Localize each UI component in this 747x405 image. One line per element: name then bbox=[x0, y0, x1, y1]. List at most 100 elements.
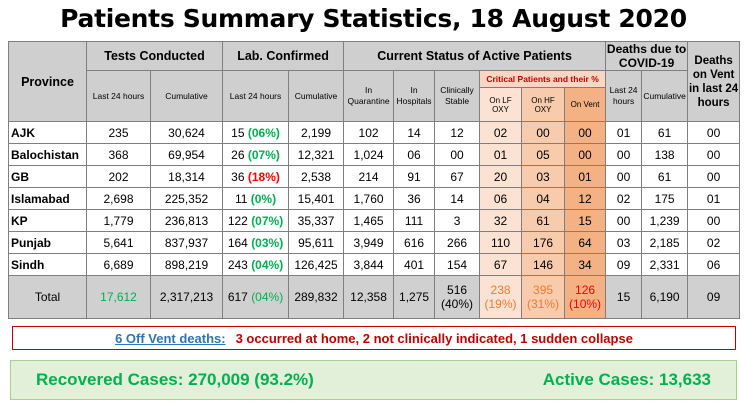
cell-on-vent: 12 bbox=[564, 187, 607, 210]
cell-lab-24: 164 (03%) bbox=[222, 231, 290, 254]
table-row: KP 1,779 236,813 122 (07%) 35,337 1,465 111 3 32… bbox=[8, 209, 741, 232]
table-row: Sindh 6,689 898,219 243 (04%) 126,425 3,844 40… bbox=[8, 252, 741, 277]
summary-bar: Recovered Cases: 270,009 (93.2%) Active … bbox=[10, 360, 737, 400]
cell-stable: 12 bbox=[434, 121, 481, 144]
header-tests-last24: Last 24 hours bbox=[86, 70, 151, 122]
cell-lab-24: 36 (18%) bbox=[222, 165, 290, 188]
cell-hospitals: 36 bbox=[393, 187, 436, 210]
cell-on-vent: 34 bbox=[564, 252, 607, 277]
off-vent-deaths-link[interactable]: 6 Off Vent deaths: bbox=[115, 330, 226, 346]
header-on-hf-oxy: On HF OXY bbox=[521, 87, 566, 122]
recovered-cases: Recovered Cases: 270,009 (93.2%) bbox=[36, 370, 314, 389]
cell-lab-24: 122 (07%) bbox=[222, 209, 290, 232]
cell-tests-cum: 225,352 bbox=[149, 187, 224, 210]
cell-lf-oxy: 110 bbox=[479, 231, 523, 254]
cell-province: Sindh bbox=[8, 252, 87, 277]
cell-deaths-cum: 1,239 bbox=[641, 209, 689, 232]
total-deaths-cum: 6,190 bbox=[641, 275, 689, 319]
cell-quarantine: 3,844 bbox=[343, 252, 395, 277]
header-deaths-on-vent: Deaths on Vent in last 24 hours bbox=[687, 41, 741, 122]
cell-hf-oxy: 05 bbox=[521, 143, 566, 166]
cell-hf-oxy: 176 bbox=[521, 231, 566, 254]
cell-lf-oxy: 02 bbox=[479, 121, 523, 144]
total-deaths-24: 15 bbox=[605, 275, 643, 319]
total-tests-24: 17,612 bbox=[86, 275, 151, 319]
cell-province: GB bbox=[8, 165, 87, 188]
off-vent-deaths-text: 3 occurred at home, 2 not clinically ind… bbox=[235, 330, 633, 346]
cell-quarantine: 214 bbox=[343, 165, 395, 188]
cell-deaths-vent: 00 bbox=[687, 165, 741, 188]
cell-deaths-cum: 61 bbox=[641, 165, 689, 188]
header-tests-conducted: Tests Conducted bbox=[85, 41, 224, 71]
cell-lf-oxy: 01 bbox=[479, 143, 523, 166]
total-row: Total 17,612 2,317,213 617 (04%) 289,832… bbox=[8, 275, 741, 319]
header-lab-cumulative: Cumulative bbox=[288, 70, 345, 122]
table-row: Punjab 5,641 837,937 164 (03%) 95,611 3,949 61… bbox=[8, 231, 741, 254]
cell-deaths-24: 00 bbox=[605, 143, 643, 166]
cell-on-vent: 15 bbox=[564, 209, 607, 232]
total-deaths-vent: 09 bbox=[687, 275, 741, 319]
cell-province: AJK bbox=[8, 121, 87, 144]
header-province: Province bbox=[8, 41, 87, 122]
cell-hospitals: 616 bbox=[393, 231, 436, 254]
cell-quarantine: 3,949 bbox=[343, 231, 395, 254]
header-lab-last24: Last 24 hours bbox=[222, 70, 290, 122]
cell-tests-cum: 69,954 bbox=[149, 143, 224, 166]
total-label: Total bbox=[8, 275, 87, 319]
cell-deaths-vent: 00 bbox=[687, 143, 741, 166]
header-deaths: Deaths due to COVID-19 bbox=[605, 41, 689, 71]
cell-lab-24: 26 (07%) bbox=[222, 143, 290, 166]
table-row: Islamabad 2,698 225,352 11 (0%) 15,401 1,760 3… bbox=[8, 187, 741, 210]
cell-deaths-vent: 01 bbox=[687, 187, 741, 210]
cell-province: Balochistan bbox=[8, 143, 87, 166]
cell-tests-cum: 898,219 bbox=[149, 252, 224, 277]
cell-deaths-cum: 138 bbox=[641, 143, 689, 166]
cell-tests-cum: 30,624 bbox=[149, 121, 224, 144]
cell-deaths-24: 09 bbox=[605, 252, 643, 277]
cell-quarantine: 1,465 bbox=[343, 209, 395, 232]
cell-deaths-vent: 00 bbox=[687, 209, 741, 232]
cell-lab-cum: 95,611 bbox=[288, 231, 345, 254]
header-critical-patients: Critical Patients and their % bbox=[479, 70, 607, 88]
cell-tests-cum: 18,314 bbox=[149, 165, 224, 188]
cell-tests-24: 6,689 bbox=[86, 252, 151, 277]
cell-hospitals: 91 bbox=[393, 165, 436, 188]
cell-deaths-24: 02 bbox=[605, 187, 643, 210]
total-lab-24: 617 (04%) bbox=[222, 275, 290, 319]
cell-hf-oxy: 04 bbox=[521, 187, 566, 210]
cell-stable: 00 bbox=[434, 143, 481, 166]
total-lab-cum: 289,832 bbox=[288, 275, 345, 319]
cell-stable: 14 bbox=[434, 187, 481, 210]
header-clinically-stable: Clinically Stable bbox=[434, 70, 481, 122]
cell-hospitals: 14 bbox=[393, 121, 436, 144]
cell-hospitals: 401 bbox=[393, 252, 436, 277]
cell-tests-24: 202 bbox=[86, 165, 151, 188]
page-title: Patients Summary Statistics, 18 August 2… bbox=[60, 4, 687, 33]
cell-deaths-cum: 2,185 bbox=[641, 231, 689, 254]
cell-on-vent: 64 bbox=[564, 231, 607, 254]
cell-deaths-vent: 06 bbox=[687, 252, 741, 277]
cell-deaths-cum: 175 bbox=[641, 187, 689, 210]
cell-lab-24: 243 (04%) bbox=[222, 252, 290, 277]
cell-province: Islamabad bbox=[8, 187, 87, 210]
table-row: AJK 235 30,624 15 (06%) 2,199 102 14 12 02 00 00 01… bbox=[8, 121, 741, 144]
cell-tests-24: 368 bbox=[86, 143, 151, 166]
table-row: Balochistan 368 69,954 26 (07%) 12,321 1,024 0… bbox=[8, 143, 741, 166]
total-tests-cum: 2,317,213 bbox=[149, 275, 224, 319]
cell-on-vent: 00 bbox=[564, 143, 607, 166]
header-active-status: Current Status of Active Patients bbox=[343, 41, 607, 71]
cell-quarantine: 1,760 bbox=[343, 187, 395, 210]
header-deaths-last24: Last 24 hours bbox=[605, 70, 643, 122]
cell-lab-cum: 15,401 bbox=[288, 187, 345, 210]
cell-province: KP bbox=[8, 209, 87, 232]
total-quarantine: 12,358 bbox=[343, 275, 395, 319]
cell-hf-oxy: 03 bbox=[521, 165, 566, 188]
header-deaths-cumulative: Cumulative bbox=[641, 70, 689, 122]
header-in-quarantine: In Quarantine bbox=[343, 70, 395, 122]
header-on-lf-oxy: On LF OXY bbox=[479, 87, 523, 122]
cell-deaths-cum: 61 bbox=[641, 121, 689, 144]
cell-lf-oxy: 20 bbox=[479, 165, 523, 188]
cell-lab-cum: 126,425 bbox=[288, 252, 345, 277]
cell-stable: 67 bbox=[434, 165, 481, 188]
cell-deaths-24: 03 bbox=[605, 231, 643, 254]
